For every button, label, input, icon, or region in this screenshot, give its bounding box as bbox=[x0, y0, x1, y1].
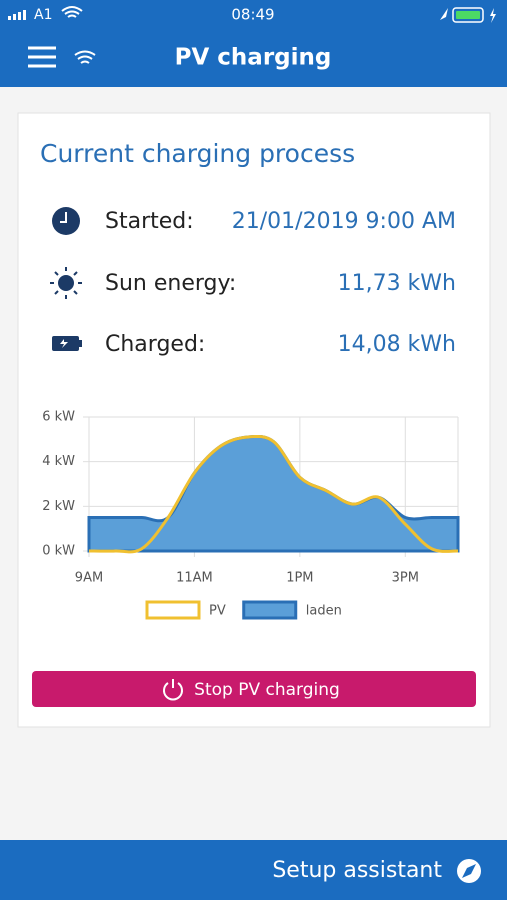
menu-button[interactable] bbox=[28, 46, 56, 68]
y-tick-label: 2 kW bbox=[42, 499, 75, 514]
legend-swatch bbox=[242, 600, 298, 620]
x-tick-label: 1PM bbox=[286, 571, 313, 586]
page-title: PV charging bbox=[175, 45, 332, 71]
line bbox=[88, 434, 459, 554]
battery-icon bbox=[452, 7, 496, 23]
y-tick-label: 0 kW bbox=[42, 544, 75, 559]
compass-needle bbox=[462, 864, 476, 878]
footer-label: Setup assistant bbox=[272, 858, 442, 883]
y-tick-label: 6 kW bbox=[42, 410, 75, 425]
row-label: Charged: bbox=[105, 332, 205, 357]
stop-button[interactable] bbox=[32, 671, 476, 707]
card bbox=[17, 112, 491, 728]
y-tick-label: 4 kW bbox=[42, 454, 75, 469]
legend-swatch bbox=[145, 600, 201, 620]
carrier: A1 bbox=[34, 7, 52, 23]
power-icon bbox=[163, 679, 183, 701]
card-title: Current charging process bbox=[40, 139, 355, 168]
location-icon bbox=[440, 8, 448, 20]
legend-label: laden bbox=[306, 604, 342, 619]
row-label: Started: bbox=[105, 209, 194, 234]
clock-hands bbox=[60, 212, 67, 223]
app-bar bbox=[0, 0, 507, 87]
clock: 08:49 bbox=[231, 6, 274, 24]
sun-icon bbox=[50, 267, 82, 299]
chart: 0 kW 2 kW 4 kW 6 kW 9AM 11AM 1PM 3PM PV laden bbox=[42, 410, 460, 620]
legend-label: PV bbox=[209, 604, 226, 619]
battery-charged-icon bbox=[52, 336, 82, 351]
wifi-icon bbox=[61, 6, 83, 18]
row-value: 21/01/2019 9:00 AM bbox=[232, 209, 456, 234]
button-label: Stop PV charging bbox=[194, 680, 340, 700]
x-tick-label: 9AM bbox=[75, 571, 103, 586]
x-tick-label: 11AM bbox=[176, 571, 213, 586]
row-label: Sun energy: bbox=[105, 271, 236, 296]
footer-bar[interactable] bbox=[0, 840, 507, 900]
row-value: 11,73 kWh bbox=[338, 271, 456, 296]
row-value: 14,08 kWh bbox=[338, 332, 456, 357]
signal-icon bbox=[8, 10, 26, 20]
x-tick-label: 3PM bbox=[392, 571, 419, 586]
connection-icon bbox=[74, 50, 96, 64]
